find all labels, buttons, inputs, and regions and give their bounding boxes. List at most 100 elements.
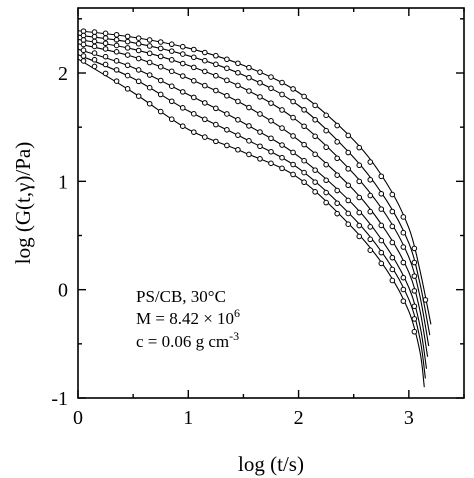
x-tick-label: 1 xyxy=(183,407,193,429)
data-point xyxy=(290,133,296,139)
data-point xyxy=(191,111,197,117)
data-point xyxy=(102,61,109,68)
data-point xyxy=(301,179,307,186)
data-point xyxy=(334,200,340,207)
data-point xyxy=(224,65,230,72)
data-point xyxy=(279,79,285,86)
data-point xyxy=(279,165,285,172)
data-point xyxy=(135,40,142,47)
data-point xyxy=(146,37,153,43)
series-line xyxy=(77,38,430,347)
data-point xyxy=(400,214,407,220)
data-point xyxy=(146,100,153,107)
data-point xyxy=(213,61,219,68)
data-point xyxy=(124,72,131,79)
data-point xyxy=(356,194,363,201)
data-point xyxy=(301,123,307,130)
data-point xyxy=(80,37,87,43)
data-point xyxy=(268,74,274,80)
data-point xyxy=(367,247,374,253)
data-point xyxy=(113,49,120,55)
data-point xyxy=(213,72,219,79)
data-point xyxy=(268,85,274,92)
data-point xyxy=(135,35,142,41)
series-4 xyxy=(77,41,429,357)
data-point xyxy=(102,35,109,41)
data-point xyxy=(323,144,329,151)
data-point xyxy=(411,328,418,335)
annotation-line-3-text: c = 0.06 g cm xyxy=(136,332,229,351)
data-point xyxy=(345,166,352,172)
series-line xyxy=(77,34,431,336)
data-point xyxy=(179,73,186,79)
data-point xyxy=(389,266,396,273)
data-point xyxy=(290,161,296,168)
data-point xyxy=(202,68,208,75)
data-point xyxy=(411,273,418,279)
annotation-line-1: PS/CB, 30°C xyxy=(136,287,226,306)
data-point xyxy=(268,100,274,106)
y-tick-label: -1 xyxy=(51,388,68,410)
series-3 xyxy=(77,37,430,347)
data-point xyxy=(367,236,374,243)
data-point xyxy=(301,107,307,113)
data-point xyxy=(91,29,98,35)
data-point xyxy=(179,60,186,67)
data-point xyxy=(356,222,363,229)
data-point xyxy=(389,223,396,230)
data-point xyxy=(91,38,98,45)
annotation-line-2-sup: 6 xyxy=(234,306,240,320)
data-point xyxy=(213,121,219,128)
data-point xyxy=(257,156,263,162)
data-point xyxy=(202,100,208,106)
data-point xyxy=(279,107,285,113)
data-point xyxy=(411,259,418,266)
data-point xyxy=(135,47,142,54)
data-point xyxy=(356,144,363,151)
series-7 xyxy=(77,58,425,388)
data-point xyxy=(334,187,340,194)
data-point xyxy=(246,88,252,94)
data-point xyxy=(124,45,131,51)
data-point xyxy=(378,249,385,256)
data-point xyxy=(102,53,109,60)
data-point xyxy=(179,51,186,57)
data-point xyxy=(257,94,263,100)
data-point xyxy=(290,114,296,121)
data-point xyxy=(80,58,87,64)
data-point xyxy=(323,189,329,196)
y-axis-label: log (G(t,γ)/Pa) xyxy=(11,142,35,264)
data-point xyxy=(102,46,109,52)
data-point xyxy=(367,208,374,215)
data-point xyxy=(345,221,352,227)
annotation-line-2-text: M = 8.42 × 10 xyxy=(136,309,234,328)
data-point xyxy=(235,116,241,123)
data-point xyxy=(224,142,230,149)
data-point xyxy=(367,159,374,165)
data-point xyxy=(345,132,352,139)
data-point xyxy=(80,53,87,59)
data-point xyxy=(378,237,385,244)
data-point xyxy=(246,104,252,111)
data-point xyxy=(113,36,120,43)
data-point xyxy=(312,116,318,123)
data-point xyxy=(356,209,363,216)
data-point xyxy=(91,63,98,70)
data-point xyxy=(213,87,219,94)
data-point xyxy=(235,60,241,67)
data-point xyxy=(345,149,352,156)
data-point xyxy=(268,148,274,155)
data-point xyxy=(124,52,131,58)
y-tick-label: 0 xyxy=(58,280,68,302)
data-point xyxy=(224,77,230,84)
annotation-line-2: M = 8.42 × 106 xyxy=(136,306,240,328)
data-point xyxy=(168,68,175,75)
data-point xyxy=(124,62,131,69)
data-point xyxy=(400,298,407,304)
data-point xyxy=(191,46,197,53)
data-point xyxy=(157,108,164,115)
y-tick-label: 1 xyxy=(58,171,68,193)
series-6 xyxy=(77,53,426,379)
data-point xyxy=(168,57,175,63)
data-point xyxy=(179,123,186,130)
